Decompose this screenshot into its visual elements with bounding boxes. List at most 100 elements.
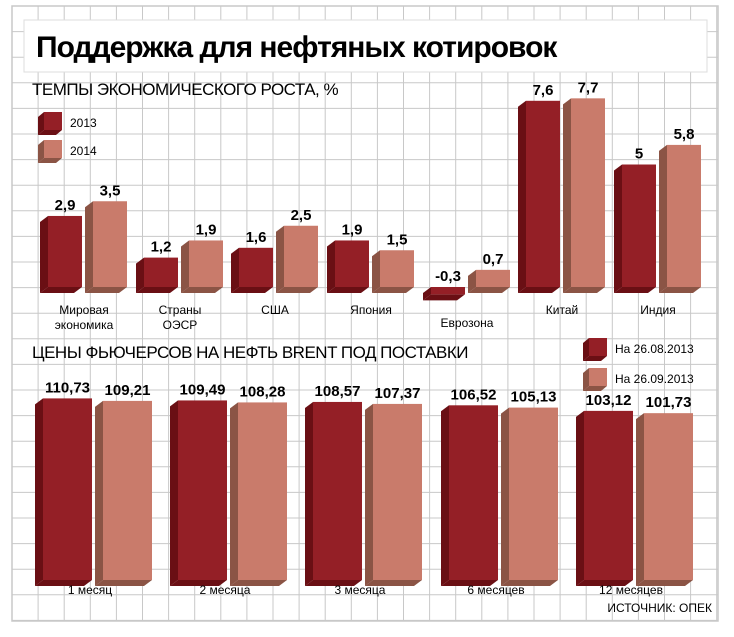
bar-bottom [40, 287, 82, 293]
bar-bottom [518, 287, 560, 293]
category-label: Япония [350, 303, 392, 317]
legend-item-2013: 2013 [38, 112, 97, 135]
bar-side [614, 164, 622, 293]
bar-На 26.08.2013 [305, 401, 362, 586]
data-label: 110,73 [45, 379, 90, 396]
bar-bottom [276, 287, 318, 293]
category-label: 1 месяц [68, 583, 112, 597]
legend-item-2014: 2014 [38, 140, 97, 163]
category-label: Еврозона [441, 316, 494, 330]
bar-side [468, 269, 476, 293]
bar-front [189, 240, 223, 287]
category-label: Китай [546, 303, 578, 317]
bar-front [313, 401, 362, 580]
bar-На 26.09.2013 [636, 413, 693, 586]
bar-side [35, 398, 43, 586]
bar-front [239, 247, 273, 287]
bar-side [659, 144, 667, 293]
bar-bottom [563, 287, 605, 293]
data-label: 1,9 [196, 221, 217, 238]
bar-bottom [365, 580, 422, 586]
bar-front [622, 164, 656, 287]
bar-front [667, 144, 701, 287]
bar-2013 [614, 164, 656, 293]
title-box [23, 19, 708, 73]
category-label: ОЭСР [163, 318, 198, 332]
bar-2014 [85, 201, 127, 293]
bar-side [136, 257, 144, 293]
bar-side [365, 403, 373, 586]
source-note: ИСТОЧНИК: ОПЕК [607, 601, 712, 615]
bar-side [95, 400, 103, 586]
bar-На 26.08.2013 [576, 410, 633, 586]
bar-side [85, 201, 93, 293]
data-label: 1,5 [387, 231, 408, 248]
legend-item-На 26.09.2013: На 26.09.2013 [583, 368, 694, 391]
bar-side [501, 407, 509, 586]
category-label: 6 месяцев [467, 583, 524, 597]
bar-front [476, 269, 510, 287]
bar-2013 [40, 215, 82, 293]
bar-bottom [614, 287, 656, 293]
legend-swatch-bottom [38, 158, 62, 163]
bar-bottom [85, 287, 127, 293]
bar-2013 [327, 240, 369, 293]
data-label: 3,5 [100, 182, 121, 199]
bar-2013 [423, 287, 465, 301]
category-label: 2 месяца [200, 583, 251, 597]
bar-side [423, 287, 431, 301]
bar-side [636, 413, 644, 586]
legend-swatch [589, 368, 607, 386]
bar-bottom [170, 580, 227, 586]
bar-side [40, 215, 48, 293]
legend-swatch [589, 338, 607, 356]
data-label: 101,73 [646, 394, 692, 411]
data-label: 109,49 [180, 381, 226, 398]
bar-bottom [423, 294, 465, 301]
legend-swatch [44, 112, 62, 130]
chart2-title: ЦЕНЫ ФЬЮЧЕРСОВ НА НЕФТЬ BRENT ПОД ПОСТАВ… [32, 343, 468, 362]
data-label: 1,9 [342, 221, 363, 238]
category-label: 12 месяцев [599, 583, 663, 597]
legend-swatch-bottom [583, 386, 607, 391]
bar-bottom [305, 580, 362, 586]
bar-front [93, 201, 127, 287]
data-label: 1,2 [151, 239, 172, 256]
bar-front [43, 398, 92, 580]
bar-side [563, 98, 571, 293]
legend-swatch-side [583, 338, 589, 361]
bar-front [380, 250, 414, 287]
bar-На 26.09.2013 [501, 407, 558, 586]
data-label: -0,3 [435, 268, 461, 285]
bar-bottom [636, 580, 693, 586]
legend-label: На 26.08.2013 [615, 342, 694, 356]
data-label: 103,12 [586, 392, 632, 409]
page-title: Поддержка для нефтяных котировок [36, 31, 558, 64]
data-label: 108,28 [240, 383, 286, 400]
legend-label: На 26.09.2013 [615, 372, 694, 386]
bar-bottom [231, 287, 273, 293]
bar-front [584, 410, 633, 580]
bar-2014 [659, 144, 701, 293]
bar-На 26.09.2013 [365, 403, 422, 586]
legend-label: 2013 [70, 116, 97, 130]
bar-side [576, 410, 584, 586]
data-label: 1,6 [246, 229, 267, 246]
bar-front [571, 98, 605, 287]
bar-На 26.08.2013 [35, 398, 92, 586]
bar-bottom [441, 580, 498, 586]
bar-bottom [230, 580, 287, 586]
legend-swatch-side [38, 140, 44, 163]
bar-На 26.09.2013 [230, 402, 287, 586]
bar-side [518, 100, 526, 293]
data-label: 108,57 [315, 383, 361, 400]
bar-2014 [372, 250, 414, 293]
legend-swatch [44, 140, 62, 158]
bar-front [449, 405, 498, 580]
bar-2013 [518, 100, 560, 293]
bar-На 26.08.2013 [441, 405, 498, 586]
bar-front [431, 287, 465, 295]
legend-swatch-bottom [583, 356, 607, 361]
legend-label: 2014 [70, 144, 97, 158]
